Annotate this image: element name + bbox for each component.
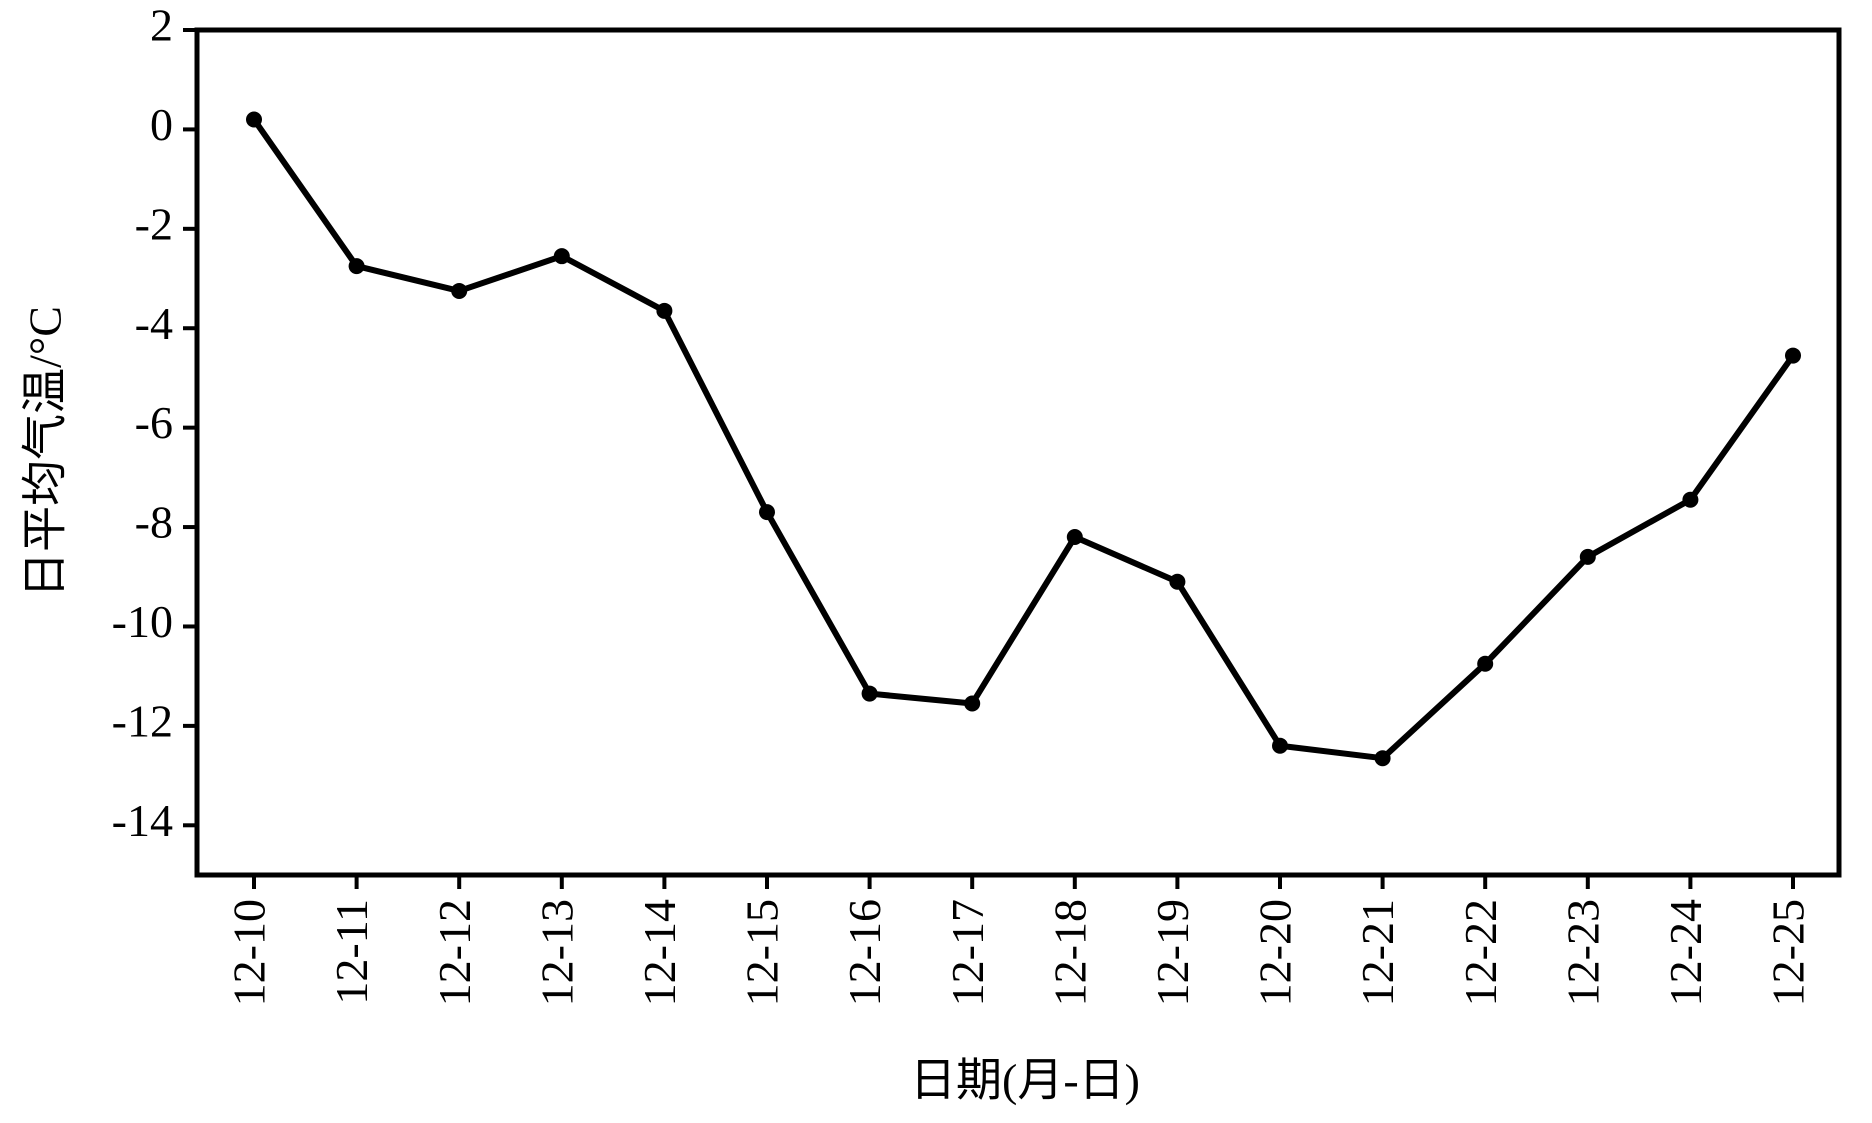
x-tick-label: 12-18 [1044,899,1095,1006]
data-point [1477,655,1494,672]
data-point [1066,529,1083,545]
x-tick-label: 12-10 [224,899,275,1006]
y-tick-label: -8 [135,497,173,548]
x-tick-label: 12-12 [429,899,480,1006]
data-point [656,302,673,319]
y-tick-label: -12 [112,695,173,746]
y-tick-label: -6 [135,397,173,448]
data-point [1374,750,1391,767]
y-tick-label: 0 [150,99,173,150]
x-tick-label: 12-15 [737,899,788,1006]
data-point [861,685,878,702]
data-point [451,282,468,299]
data-point [1169,573,1186,590]
x-tick-label: 12-13 [531,899,582,1006]
x-tick-label: 12-19 [1147,899,1198,1006]
x-tick-label: 12-25 [1763,899,1814,1006]
data-point [1785,347,1801,364]
data-point [553,248,570,265]
y-axis-label: 日平均气温/°C [20,306,71,598]
data-point [246,111,262,128]
x-tick-label: 12-11 [326,899,377,1005]
x-tick-label: 12-21 [1352,899,1403,1006]
x-tick-label: 12-24 [1660,899,1711,1006]
x-tick-label: 12-16 [839,899,890,1006]
x-tick-label: 12-14 [634,899,685,1006]
x-axis-label: 日期(月-日) [910,1055,1140,1106]
y-tick-label: -14 [112,795,173,846]
data-point [964,695,981,712]
x-tick-label: 12-17 [942,899,993,1006]
y-tick-label: 2 [150,0,173,51]
data-point [348,258,365,275]
data-point [759,504,775,521]
data-point [1579,548,1596,565]
y-tick-label: -2 [135,198,173,249]
x-tick-label: 12-22 [1455,899,1506,1006]
x-tick-label: 12-20 [1250,899,1301,1006]
data-point [1272,737,1288,754]
data-line [251,117,1796,762]
plot-frame [194,27,1842,878]
y-tick-label: -4 [135,298,173,349]
y-tick-label: -10 [112,596,173,647]
data-point [1682,491,1699,508]
x-tick-label: 12-23 [1557,899,1608,1006]
